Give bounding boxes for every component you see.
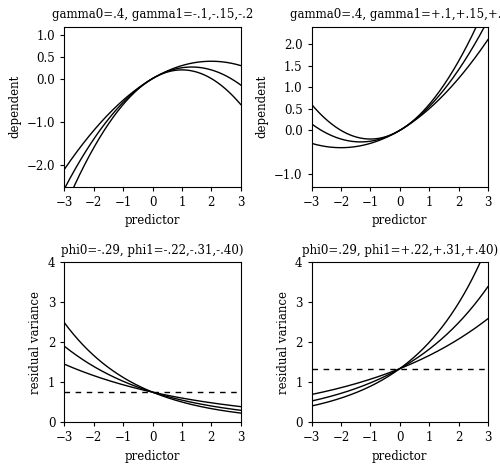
Y-axis label: residual variance: residual variance xyxy=(30,291,43,394)
Y-axis label: dependent: dependent xyxy=(256,75,268,138)
X-axis label: predictor: predictor xyxy=(372,450,428,463)
Title: gamma0=.4, gamma1=+.1,+.15,+.2: gamma0=.4, gamma1=+.1,+.15,+.2 xyxy=(290,8,500,21)
Y-axis label: dependent: dependent xyxy=(8,75,22,138)
Y-axis label: residual variance: residual variance xyxy=(276,291,289,394)
X-axis label: predictor: predictor xyxy=(125,214,180,227)
Title: phi0=-.29, phi1=-.22,-.31,-.40): phi0=-.29, phi1=-.22,-.31,-.40) xyxy=(62,244,244,257)
X-axis label: predictor: predictor xyxy=(372,214,428,227)
X-axis label: predictor: predictor xyxy=(125,450,180,463)
Title: gamma0=.4, gamma1=-.1,-.15,-.2: gamma0=.4, gamma1=-.1,-.15,-.2 xyxy=(52,8,253,21)
Title: phi0=.29, phi1=+.22,+.31,+.40): phi0=.29, phi1=+.22,+.31,+.40) xyxy=(302,244,498,257)
